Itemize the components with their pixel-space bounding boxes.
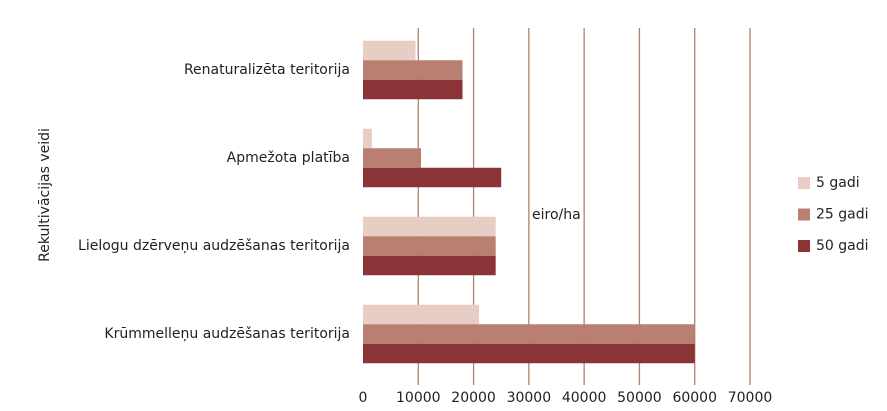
legend-label: 50 gadi xyxy=(816,238,869,254)
x-tick-label: 70000 xyxy=(728,390,773,406)
bar xyxy=(363,324,695,344)
bar xyxy=(363,216,496,237)
y-tick-label: Lielogu dzērveņu audzēšanas teritorija xyxy=(78,238,350,254)
y-tick-label: Renaturalizēta teritorija xyxy=(184,62,350,78)
bar xyxy=(363,40,416,61)
y-tick-label: Krūmmelleņu audzēšanas teritorija xyxy=(104,326,350,342)
x-tick-label: 40000 xyxy=(562,390,607,406)
bar xyxy=(363,148,422,168)
x-tick-label: 50000 xyxy=(617,390,662,406)
x-tick-label: 30000 xyxy=(507,390,552,406)
legend-label: 5 gadi xyxy=(816,175,860,191)
plot: 0 10000 20000 30000 40000 50000 60000 70000 Rena… xyxy=(78,28,869,406)
x-tick-label: 10000 xyxy=(396,390,441,406)
x-tick-label: 60000 xyxy=(672,390,717,406)
bar xyxy=(363,60,463,80)
bar xyxy=(363,167,502,188)
legend-swatch xyxy=(798,177,810,189)
legend-label: 25 gadi xyxy=(816,207,869,223)
bar xyxy=(363,236,496,256)
bar xyxy=(363,255,496,276)
bar xyxy=(363,343,695,364)
bar xyxy=(363,304,480,325)
x-tick-label: 20000 xyxy=(451,390,496,406)
bar xyxy=(363,79,463,100)
y-tick-label: Apmežota platība xyxy=(227,150,350,166)
bar xyxy=(363,128,372,149)
y-axis-label: Rekultivācijas veidi xyxy=(37,128,53,262)
x-tick-label: 0 xyxy=(359,390,368,406)
annotation: eiro/ha xyxy=(532,207,581,223)
legend-swatch xyxy=(798,208,810,221)
legend-swatch xyxy=(798,240,810,252)
